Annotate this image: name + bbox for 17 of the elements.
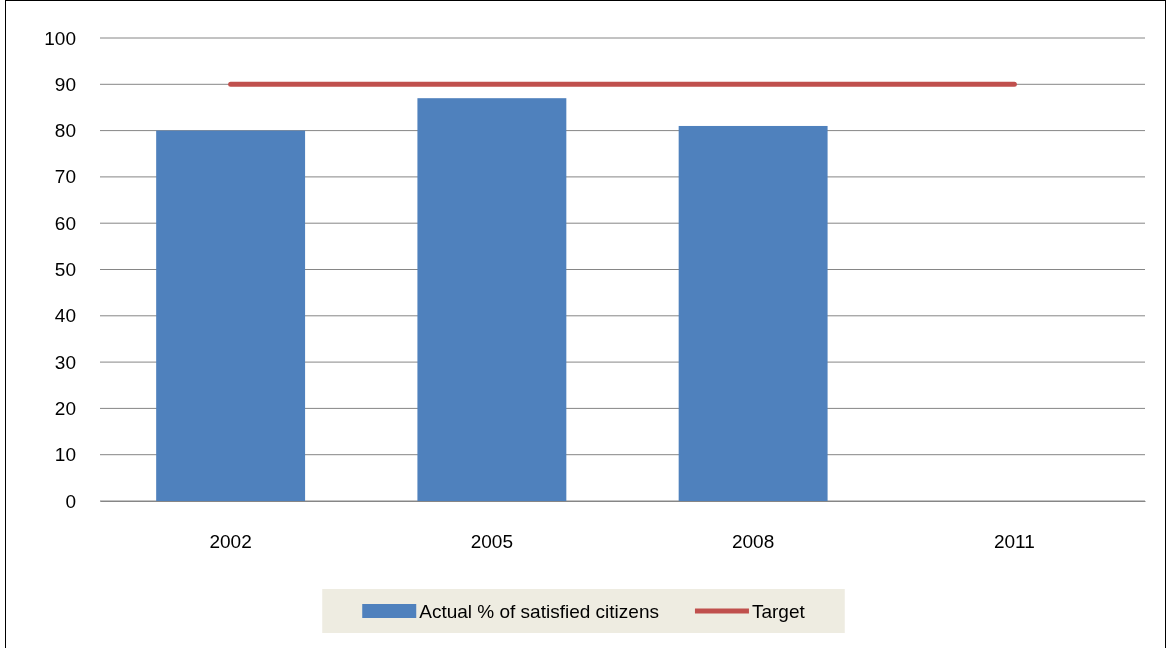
y-tick-label: 60	[54, 212, 76, 234]
x-tick-label: 2005	[470, 531, 514, 553]
y-tick-label: 40	[54, 305, 76, 327]
legend-label: Actual % of satisfied citizens	[419, 601, 659, 622]
x-tick-label: 2011	[993, 531, 1035, 553]
y-tick-label: 100	[44, 27, 76, 49]
y-tick-label: 90	[54, 73, 76, 95]
legend-label: Target	[751, 601, 806, 622]
y-tick-label: 10	[54, 444, 76, 466]
y-tick-label: 80	[54, 120, 76, 142]
y-tick-label: 50	[54, 259, 76, 281]
y-tick-label: 0	[65, 490, 76, 512]
y-tick-label: 30	[54, 351, 76, 373]
x-tick-label: 2002	[209, 531, 252, 553]
x-tick-label: 2008	[731, 531, 775, 553]
y-tick-label: 70	[54, 166, 76, 188]
y-tick-label: 20	[54, 397, 76, 419]
